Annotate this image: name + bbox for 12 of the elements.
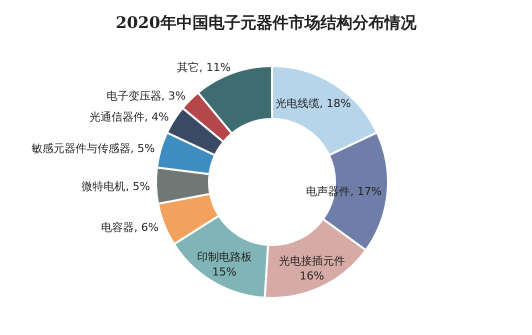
slice-label: 光电接插元件 <box>278 254 345 268</box>
slice-label: 其它, 11% <box>177 61 231 74</box>
slice-label: 敏感元器件与传感器, 5% <box>31 142 155 155</box>
data-label: 16% <box>300 270 324 283</box>
slice-label: 电容器, 6% <box>101 220 159 234</box>
slice-label: 电子变压器, 3% <box>106 90 186 103</box>
slice-label: 微特电机, 5% <box>82 180 150 193</box>
slice-label: 光通信器件, 4% <box>90 110 169 124</box>
chart-title: 2020年中国电子元器件市场结构分布情况 <box>116 13 418 32</box>
slice-label: 印制电路板 <box>196 250 252 264</box>
slice-label: 光电线缆, 18% <box>276 97 351 110</box>
data-label: 15% <box>212 265 237 278</box>
